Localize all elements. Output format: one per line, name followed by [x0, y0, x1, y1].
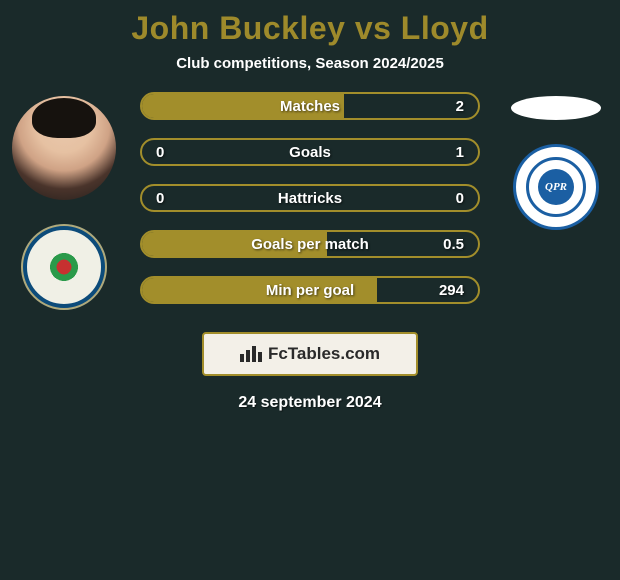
stat-value-right: 0.5: [443, 236, 464, 253]
stat-value-left: 0: [156, 190, 164, 207]
stat-label: Hattricks: [278, 190, 342, 207]
stat-bar-goals-per-match: Goals per match 0.5: [140, 230, 480, 258]
subtitle: Club competitions, Season 2024/2025: [0, 55, 620, 72]
stat-value-right: 294: [439, 282, 464, 299]
stat-bar-goals: 0 Goals 1: [140, 138, 480, 166]
player-right-avatar: [511, 96, 601, 120]
left-player-column: [8, 92, 120, 310]
bars-icon: [240, 346, 262, 362]
stat-label: Min per goal: [266, 282, 354, 299]
qpr-core: QPR: [538, 169, 574, 205]
club-badge-qpr: QPR: [513, 144, 599, 230]
right-player-column: QPR: [500, 92, 612, 230]
branding-box[interactable]: FcTables.com: [202, 332, 418, 376]
club-badge-blackburn: [21, 224, 107, 310]
stat-bars: Matches 2 0 Goals 1 0 Hattricks 0 Goals …: [140, 92, 480, 304]
stat-value-right: 2: [456, 98, 464, 115]
branding-text: FcTables.com: [268, 344, 380, 364]
stat-value-left: 0: [156, 144, 164, 161]
stat-value-right: 1: [456, 144, 464, 161]
player-left-avatar: [12, 96, 116, 200]
stat-bar-min-per-goal: Min per goal 294: [140, 276, 480, 304]
comparison-row: Matches 2 0 Goals 1 0 Hattricks 0 Goals …: [0, 92, 620, 310]
date-text: 24 september 2024: [0, 394, 620, 412]
stat-label: Goals per match: [251, 236, 369, 253]
stat-value-right: 0: [456, 190, 464, 207]
stat-label: Matches: [280, 98, 340, 115]
stat-bar-matches: Matches 2: [140, 92, 480, 120]
stat-bar-hattricks: 0 Hattricks 0: [140, 184, 480, 212]
stat-label: Goals: [289, 144, 331, 161]
page-title: John Buckley vs Lloyd: [0, 0, 620, 47]
